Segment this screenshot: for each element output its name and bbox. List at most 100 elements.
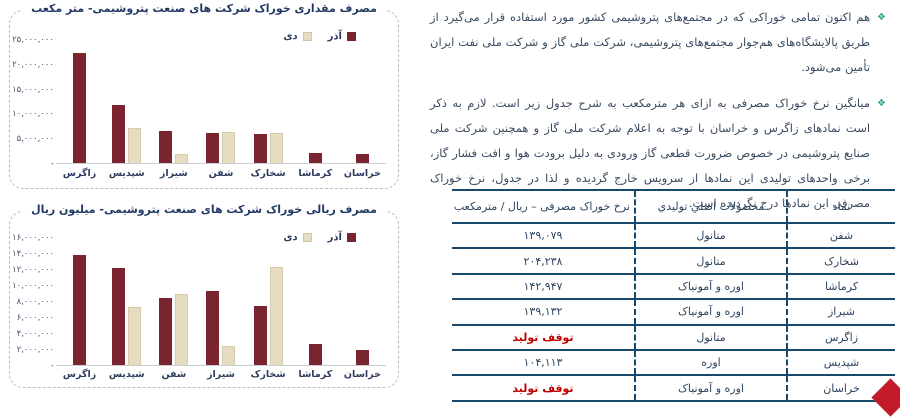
- bar-dey: [269, 133, 283, 163]
- bar-azar: [206, 133, 220, 163]
- bar-azar: [159, 297, 173, 365]
- paragraph-feedstock-supply: ❖ هم اکنون تمامی خوراکی که در مجتمع‌های …: [430, 5, 886, 80]
- bar-azar: [206, 291, 220, 365]
- y-tick-label: ۲,۰۰۰,۰۰۰: [16, 345, 54, 355]
- chart-title-rial: مصرف ریالی خوراک شرکت های صنعت پتروشیمی-…: [22, 203, 386, 216]
- table-row: کرماشا اوره و آمونیاک ۱۴۲,۹۴۷: [452, 273, 895, 300]
- bar-group: [245, 238, 292, 365]
- table-row: شفن متانول ۱۳۹,۰۷۹: [452, 223, 895, 249]
- chart-legend: آذر دی: [283, 31, 356, 42]
- cell-rate: ۱۰۴,۱۱۳: [523, 356, 563, 370]
- feed-rate-table: نماد محصولات اصلي توليدي نرخ خوراک مصرفی…: [452, 189, 895, 402]
- cell-products: متانول: [634, 223, 788, 249]
- cell-rate: ۱۳۹,۱۳۲: [523, 305, 563, 319]
- bar-azar: [73, 53, 87, 163]
- text-column: ❖ هم اکنون تمامی خوراکی که در مجتمع‌های …: [430, 5, 886, 227]
- bar-dey: [222, 345, 236, 365]
- bar-azar: [253, 133, 267, 163]
- y-axis: ۱۶,۰۰۰,۰۰۰ ۱۴,۰۰۰,۰۰۰ ۱۲,۰۰۰,۰۰۰ ۱۰,۰۰۰,۰۰۰…: [12, 233, 54, 371]
- bar-group: [292, 238, 339, 365]
- cell-products: اوره: [634, 349, 788, 376]
- y-axis: ۲۵,۰۰۰,۰۰۰ ۲۰,۰۰۰,۰۰۰ ۱۵,۰۰۰,۰۰۰ ۱۰,۰۰۰,۰۰۰…: [12, 35, 54, 169]
- bar-azar: [112, 268, 126, 365]
- chart-title-quantity: مصرف مقداری خوراک شرکت های صنعت پتروشیمی…: [22, 2, 386, 15]
- y-tick-label: -: [50, 361, 54, 371]
- paragraph-feed-rate-note: ❖ میانگین نرخ خوراک مصرفی به ازای هر متر…: [430, 91, 886, 216]
- x-axis-label: خراسان: [343, 369, 381, 380]
- bar-dey: [128, 307, 142, 365]
- header-rate: نرخ خوراک مصرفی – ریال / مترمکعب: [453, 200, 630, 213]
- table-row: شیراز اوره و آمونیاک ۱۳۹,۱۳۲: [452, 299, 895, 325]
- bar-dey: [175, 154, 189, 163]
- bar-group: [56, 40, 103, 163]
- legend-label-azar: آذر: [327, 31, 342, 42]
- legend-swatch-azar-icon: [347, 233, 356, 242]
- cell-products: اوره و آمونیاک: [634, 273, 788, 300]
- y-tick-label: ۸,۰۰۰,۰۰۰: [16, 297, 54, 307]
- bar-group: [197, 238, 244, 365]
- cell-products: اوره و آمونیاک: [634, 299, 788, 325]
- chart-legend: آذر دی: [283, 232, 356, 243]
- bar-group: [292, 40, 339, 163]
- y-tick-label: ۱۶,۰۰۰,۰۰۰: [12, 233, 54, 243]
- cell-symbol: شفن: [829, 229, 854, 243]
- legend-label-azar: آذر: [327, 232, 342, 243]
- paragraph-text: میانگین نرخ خوراک مصرفی به ازای هر مترمک…: [430, 96, 871, 210]
- legend-item-dey: دی: [283, 232, 312, 243]
- x-axis: زاگرس شپدیس شفن شیراز شخارک کرماشا خراسان: [56, 369, 386, 380]
- legend-swatch-dey-icon: [302, 233, 312, 242]
- y-tick-label: ۴,۰۰۰,۰۰۰: [16, 329, 54, 339]
- y-tick-label: ۱۵,۰۰۰,۰۰۰: [12, 84, 54, 95]
- bar-group: [150, 40, 197, 163]
- chart-panel-rial: مصرف ریالی خوراک شرکت های صنعت پتروشیمی-…: [9, 203, 399, 388]
- cell-rate: ۱۳۹,۰۷۹: [523, 229, 563, 243]
- cell-symbol: شیراز: [828, 305, 855, 319]
- x-axis-label: شفن: [208, 168, 234, 179]
- y-tick-label: ۱۲,۰۰۰,۰۰۰: [12, 265, 54, 275]
- bar-group: [103, 238, 150, 365]
- x-axis: زاگرس شپدیس شیراز شفن شخارک کرماشا خراسان: [56, 168, 386, 179]
- bar-azar: [355, 349, 369, 365]
- y-tick-label: ۱۰,۰۰۰,۰۰۰: [12, 281, 54, 291]
- x-axis-label: شیراز: [159, 168, 188, 179]
- bar-azar: [112, 105, 126, 163]
- bar-azar: [159, 130, 173, 163]
- plot-area: [56, 238, 386, 366]
- cell-symbol: شخارک: [824, 254, 859, 268]
- table-row: شخارک متانول ۲۰۴,۲۳۸: [452, 248, 895, 274]
- x-axis-label: شپدیس: [108, 369, 145, 380]
- x-axis-label: شپدیس: [108, 168, 145, 179]
- legend-label-dey: دی: [283, 232, 298, 243]
- bar-dey: [175, 294, 189, 365]
- cell-symbol: شپدیس: [823, 356, 860, 370]
- table-row: زاگرس متانول توقف تولید: [452, 324, 895, 350]
- legend-item-azar: آذر: [328, 232, 356, 243]
- x-axis-label: کرماشا: [298, 369, 333, 380]
- cell-symbol: کرماشا: [824, 279, 859, 293]
- cell-rate-stopped: توقف تولید: [512, 330, 574, 344]
- table-body: شفن متانول ۱۳۹,۰۷۹ شخارک متانول ۲۰۴,۲۳۸ کرماشا…: [452, 223, 895, 401]
- table-header-row: نماد محصولات اصلي توليدي نرخ خوراک مصرفی…: [452, 190, 895, 223]
- cell-products: متانول: [634, 324, 788, 350]
- bar-group: [103, 40, 150, 163]
- x-axis-label: خراسان: [343, 168, 381, 179]
- paragraph-text: هم اکنون تمامی خوراکی که در مجتمع‌های پت…: [430, 10, 871, 74]
- cell-symbol: خراسان: [823, 381, 860, 395]
- x-axis-label: زاگرس: [62, 168, 97, 179]
- bar-azar: [355, 153, 369, 163]
- header-symbol: نماد: [832, 200, 851, 213]
- x-axis-label: کرماشا: [298, 168, 333, 179]
- table-row: شپدیس اوره ۱۰۴,۱۱۳: [452, 349, 895, 376]
- header-products: محصولات اصلي توليدي: [634, 190, 788, 223]
- y-tick-label: -: [50, 159, 54, 169]
- bar-azar: [253, 306, 267, 365]
- cell-rate-stopped: توقف تولید: [512, 381, 574, 395]
- legend-item-dey: دی: [283, 31, 312, 42]
- bar-group: [339, 238, 386, 365]
- chart-panel-quantity: مصرف مقداری خوراک شرکت های صنعت پتروشیمی…: [9, 2, 399, 189]
- legend-label-dey: دی: [283, 31, 298, 42]
- bar-group: [56, 238, 103, 365]
- cell-symbol: زاگرس: [824, 330, 859, 344]
- legend-swatch-azar-icon: [347, 32, 356, 41]
